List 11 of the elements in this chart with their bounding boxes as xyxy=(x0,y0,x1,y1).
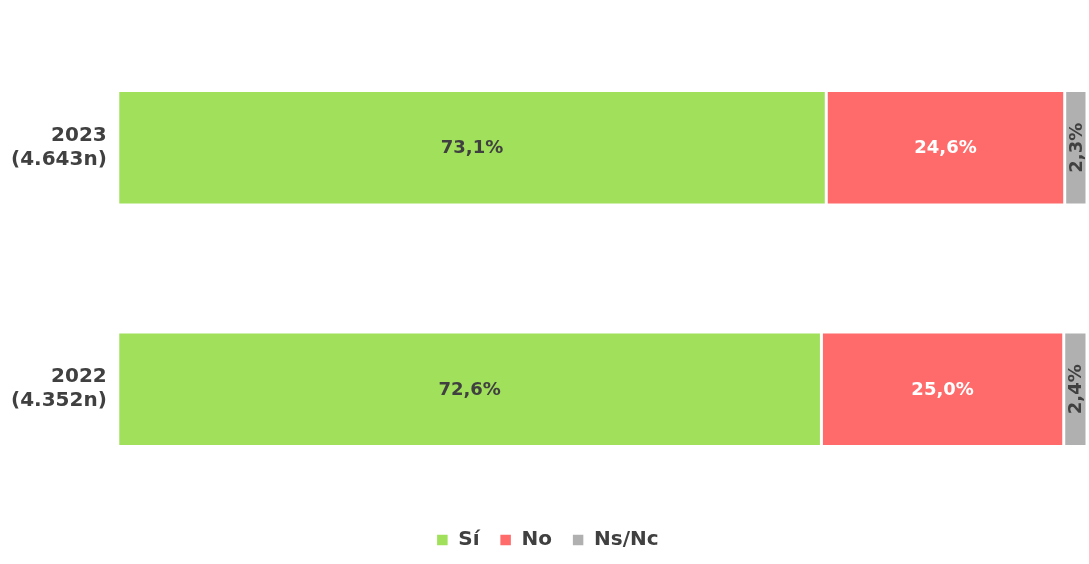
data-label: 2,3% xyxy=(1064,122,1086,173)
y-tick-label: 2022 (4.352n) xyxy=(11,363,107,412)
data-label: 2,4% xyxy=(1064,364,1086,415)
legend-label: No xyxy=(521,526,553,551)
data-label: 25,0% xyxy=(911,377,974,399)
data-label: 73,1% xyxy=(440,136,504,158)
data-label: 24,6% xyxy=(914,136,977,158)
legend-label: Sí xyxy=(458,526,481,551)
data-label: 72,6% xyxy=(438,377,501,399)
legend-label: Ns/Nc xyxy=(594,526,659,551)
y-tick-label: 2023 (4.643n) xyxy=(11,121,107,170)
